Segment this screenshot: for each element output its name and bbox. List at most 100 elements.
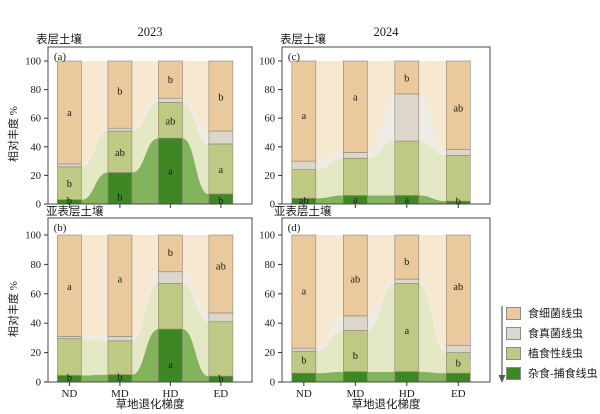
legend-item-fungivore: 食真菌线虫 [506,325,583,341]
panel-c-box [281,46,491,205]
bar-segment [445,149,471,156]
background-area-band [57,271,233,341]
significance-letter: a [302,286,307,297]
significance-letter: a [404,326,409,337]
bar-segment [343,371,368,383]
bar-segment [394,140,420,196]
bar-segment [394,93,420,142]
x-axis-title-right: 草地退化梯度 [351,399,421,411]
bar-segment [343,157,368,196]
significance-letter: a [118,275,123,286]
bar-segment [445,234,471,346]
panel-d-box [281,217,491,383]
bar-segment [445,372,471,383]
significance-letter: b [168,75,173,86]
omnivore-predator-swatch [506,366,521,380]
x-category-label: HD [399,388,415,400]
y-tick-label: 20 [31,348,42,359]
background-area-band [291,93,471,170]
panel-b-box [47,217,253,383]
bar-segment [394,234,420,280]
bar-segment [158,271,183,284]
bar-segment [57,338,82,376]
bar-segment [158,97,183,103]
legend-label: 食真菌线虫 [528,328,583,340]
significance-letter: b [456,197,461,208]
bar-segment [158,234,183,273]
y-tick-label: 80 [31,260,42,271]
significance-letter: a [67,108,72,119]
y-tick-label: 100 [259,231,275,242]
significance-letter: b [117,87,122,98]
significance-letter: a [302,111,307,122]
y-tick-label: 100 [259,57,275,68]
y-tick-label: 20 [265,171,276,182]
bar-segment [107,336,133,342]
significance-letter: b [301,355,306,366]
bar-segment [158,283,183,330]
background-area-band [291,235,471,349]
significance-letter: b [404,74,409,85]
significance-letter: b [168,248,173,259]
y-tick-label: 100 [25,231,41,242]
significance-letter: ab [165,117,175,128]
significance-letter: ab [350,275,360,286]
year-title-2023: 2023 [137,25,163,39]
y-tick-label: 60 [31,289,42,300]
bar-segment [291,60,317,162]
bar-segment [291,234,317,349]
background-area-band [57,329,233,382]
soil-layer-label-bottom-left: 亚表层土壤 [46,206,104,218]
y-tick-label: 60 [31,114,42,125]
significance-letter: a [168,167,173,178]
bar-segment [57,336,82,339]
panel-tag: (c) [288,51,301,63]
bar-segment [208,60,234,132]
panel-tag: (a) [54,51,67,63]
y-tick-label: 100 [25,57,41,68]
panel-tag: (b) [54,222,67,234]
y-tick-label: 80 [31,85,42,96]
significance-letter: a [404,195,409,206]
significance-letter: ab [453,104,463,115]
bar-segment [208,234,234,314]
bar-segment [107,130,133,173]
bar-segment [208,130,234,145]
significance-letter: a [219,165,224,176]
significance-letter: b [67,373,72,384]
bar-segment [57,234,82,337]
significance-letter: ab [216,261,226,272]
fungivore-swatch [506,326,521,340]
bar-segment [107,60,133,129]
y-tick-label: 60 [265,289,276,300]
bar-segment [343,315,368,331]
x-category-label: MD [111,388,129,400]
legend-item-bacterivore: 食细菌线虫 [506,305,583,321]
significance-letter: b [67,196,72,207]
y-tick-label: 0 [270,200,275,211]
background-area-band [291,195,471,204]
legend-item-herbivore: 植食性线虫 [506,345,583,361]
x-category-label: ND [61,388,77,400]
bar-segment [394,371,420,383]
bar-segment [291,347,317,352]
legend-gradient-arrow [498,306,506,383]
bacterivore-swatch [506,306,521,320]
year-title-2024: 2024 [373,25,399,39]
significance-letter: ab [453,282,463,293]
significance-letter: b [117,192,122,203]
soil-layer-label-top-right: 表层土壤 [280,34,326,46]
bar-segment [208,321,234,377]
bar-segment [57,166,82,201]
x-category-label: MD [346,388,364,400]
soil-layer-label-bottom-right: 亚表层土壤 [274,206,332,218]
bar-segment [445,344,471,353]
significance-letter: b [117,372,122,383]
bar-segment [394,60,420,95]
background-area-band [57,283,233,377]
bar-segment [291,372,317,383]
bar-segment [107,340,133,375]
background-area-band [291,141,471,202]
